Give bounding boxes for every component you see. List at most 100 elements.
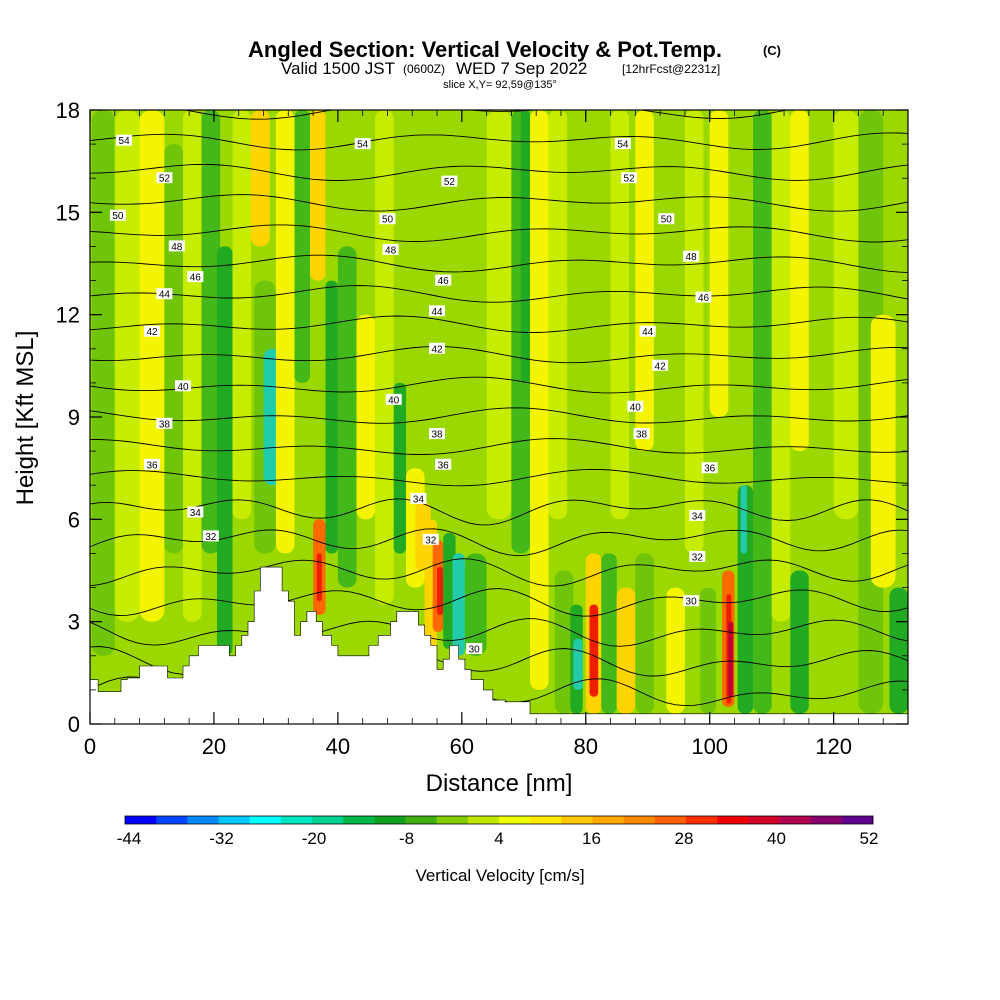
isentrope-label: 30 (683, 595, 700, 608)
subtitle-date: WED 7 Sep 2022 (456, 59, 587, 78)
x-tick-label: 120 (815, 734, 852, 759)
isentrope-line (90, 558, 908, 587)
velocity-cell (393, 382, 407, 554)
svg-text:32: 32 (205, 532, 217, 543)
colorbar-swatch (748, 816, 780, 824)
svg-text:32: 32 (425, 535, 437, 546)
isentrope-line (90, 315, 908, 333)
svg-text:40: 40 (388, 395, 400, 406)
isentrope-line (90, 285, 908, 303)
isentrope-label: 50 (658, 213, 675, 226)
svg-text:40: 40 (177, 382, 189, 393)
colorbar-swatch (654, 816, 687, 824)
colorbar-swatch (374, 816, 406, 824)
velocity-cell (666, 587, 685, 714)
isentrope-label: 44 (429, 305, 445, 318)
isentrope-label: 36 (435, 458, 452, 471)
isentrope-label: 54 (116, 134, 133, 147)
svg-text:46: 46 (698, 293, 710, 304)
colorbar-swatch (280, 816, 313, 824)
velocity-cell (275, 110, 295, 554)
svg-text:46: 46 (438, 276, 450, 287)
isentrope-lines (90, 110, 908, 707)
velocity-cell (684, 110, 704, 554)
velocity-cell (753, 110, 772, 714)
colorbar-swatch (249, 816, 282, 824)
isentrope-line (90, 224, 908, 243)
isentrope-line (90, 346, 908, 364)
svg-text:44: 44 (642, 327, 654, 338)
subtitle-forecast: [12hrFcst@2231z] (622, 62, 720, 76)
colorbar-swatch (499, 816, 531, 824)
svg-text:38: 38 (636, 430, 648, 441)
svg-text:44: 44 (431, 307, 443, 318)
isentrope-line (90, 588, 908, 617)
velocity-cell (251, 110, 270, 247)
svg-text:54: 54 (119, 136, 131, 147)
colorbar-swatch (312, 816, 344, 824)
isentrope-label: 42 (429, 342, 445, 355)
isentrope-label: 50 (109, 209, 126, 222)
isentrope-line (90, 376, 908, 394)
isentrope-line (90, 618, 908, 647)
x-tick-label: 0 (84, 734, 96, 759)
isentrope-label: 40 (175, 380, 191, 393)
isentrope-line (90, 498, 908, 526)
colorbar-swatch (156, 816, 188, 824)
velocity-cell (356, 314, 376, 520)
isentrope-line (90, 407, 908, 424)
colorbar-tick-label: 16 (582, 829, 601, 848)
colorbar-swatch (623, 816, 656, 824)
svg-text:30: 30 (469, 645, 481, 656)
isentrope-label: 52 (156, 172, 173, 185)
velocity-cell (437, 567, 444, 615)
velocity-cell (589, 604, 599, 697)
svg-text:42: 42 (431, 344, 443, 355)
isentrope-line (90, 194, 908, 212)
colorbar-tick-label: 40 (767, 829, 786, 848)
isentrope-label: 32 (202, 530, 219, 543)
isentrope-line (90, 254, 908, 274)
x-tick-label: 20 (202, 734, 226, 759)
x-tick-label: 40 (326, 734, 350, 759)
terrain-ground (90, 566, 908, 724)
colorbar-tick-label: -8 (399, 829, 414, 848)
colorbar-label: Vertical Velocity [cm/s] (415, 866, 584, 885)
velocity-cell (375, 110, 394, 605)
isentrope-label: 46 (695, 291, 712, 304)
isentrope-label: 34 (187, 506, 204, 519)
svg-text:40: 40 (630, 402, 642, 413)
chart-title: Angled Section: Vertical Velocity & Pot.… (248, 37, 722, 62)
colorbar-swatch (841, 816, 874, 824)
velocity-cell (728, 621, 734, 697)
isentrope-label: 32 (422, 533, 439, 546)
colorbar-swatch (187, 816, 219, 824)
colorbar-swatch (218, 816, 250, 824)
velocity-cell (114, 110, 140, 622)
svg-text:52: 52 (624, 174, 636, 185)
svg-text:38: 38 (431, 430, 443, 441)
isentrope-labels: 54 54 54 52 52 52 50 50 50 48 48 48 46 46 46 44 44 44 42 42… (109, 134, 718, 656)
velocity-cell (486, 110, 512, 520)
colorbar-swatch (530, 816, 562, 824)
velocity-cell (616, 587, 636, 714)
subtitle-zulu: (0600Z) (403, 62, 445, 76)
colorbar-tick-label: -20 (302, 829, 327, 848)
isentrope-label: 52 (621, 172, 638, 185)
velocity-cell (464, 553, 487, 656)
velocity-cell (548, 110, 568, 520)
isentrope-label: 46 (187, 271, 204, 284)
isentrope-label: 48 (168, 240, 185, 253)
velocity-cell (833, 110, 859, 520)
svg-text:30: 30 (686, 597, 698, 608)
svg-text:34: 34 (413, 494, 425, 505)
velocity-cell (771, 110, 791, 622)
colorbar-swatch (779, 816, 811, 824)
velocity-cell (310, 110, 326, 281)
y-axis-label: Height [Kft MSL] (12, 331, 39, 506)
isentrope-label: 34 (689, 509, 706, 522)
x-tick-label: 80 (574, 734, 598, 759)
svg-text:36: 36 (704, 464, 716, 475)
svg-text:34: 34 (692, 511, 704, 522)
